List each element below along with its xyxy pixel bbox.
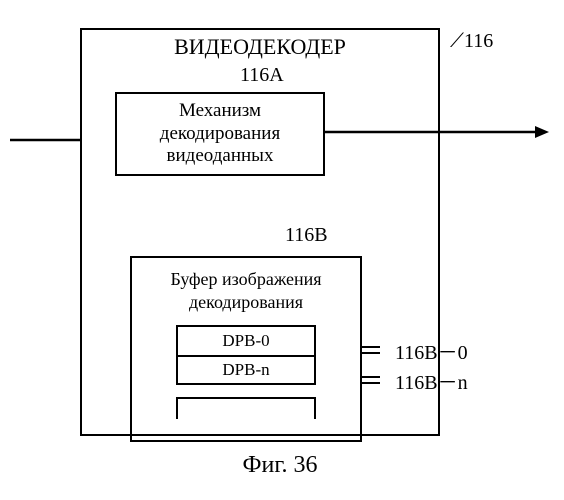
mech-line3: видеоданных xyxy=(167,145,274,168)
tick-116b-nb xyxy=(362,382,380,384)
mech-line2: декодирования xyxy=(160,123,280,146)
label-116a-text: 116A xyxy=(240,64,284,86)
dpb-n-row: DPB-n xyxy=(176,355,316,385)
label-116a: 116A xyxy=(240,64,284,87)
tick-116b-0b xyxy=(362,352,380,354)
label-116b: 116B xyxy=(285,224,328,247)
label-116b-n: 116B－n xyxy=(395,366,468,395)
tick-116b-n xyxy=(362,376,380,378)
input-arrow xyxy=(10,130,80,150)
decode-mechanism-box: Механизм декодирования видеоданных xyxy=(115,92,325,176)
decode-picture-buffer-box: Буфер изображения декодирования DPB-0 DP… xyxy=(130,256,362,442)
diagram-root: ВИДЕОДЕКОДЕР ⟋116 116A Механизм декодиро… xyxy=(0,0,564,500)
caption-text: Фиг. 36 xyxy=(243,452,318,478)
figure-caption: Фиг. 36 xyxy=(210,452,350,479)
video-decoder-title: ВИДЕОДЕКОДЕР xyxy=(130,34,390,60)
title-text: ВИДЕОДЕКОДЕР xyxy=(174,34,346,59)
mech-line1: Механизм xyxy=(179,100,261,123)
dpb-0-row: DPB-0 xyxy=(176,325,316,355)
dpb-title-line2: декодирования xyxy=(189,291,303,314)
dpb-n-text: DPB-n xyxy=(222,359,269,380)
tick-116b-0 xyxy=(362,346,380,348)
label-116b-n-text: 116B－n xyxy=(395,372,468,394)
label-116b-0: 116B－0 xyxy=(395,336,468,365)
dpb-title-line1: Буфер изображения xyxy=(170,268,321,291)
dpb-0-text: DPB-0 xyxy=(222,330,269,351)
output-arrow xyxy=(325,122,550,142)
label-116-text: 116 xyxy=(464,30,493,52)
label-116b-0-text: 116B－0 xyxy=(395,342,468,364)
label-116b-text: 116B xyxy=(285,224,328,246)
label-116: ⟋116 xyxy=(450,30,493,53)
dpb-extra-row xyxy=(176,397,316,419)
